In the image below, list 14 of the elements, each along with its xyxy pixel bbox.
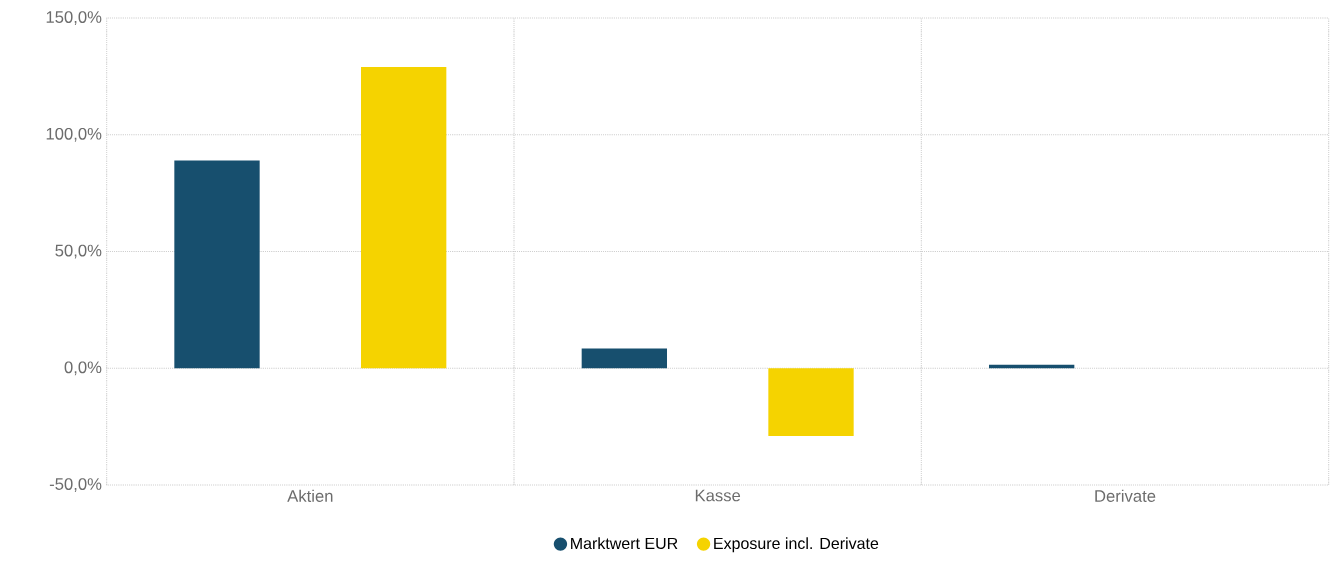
bar <box>174 160 260 369</box>
x-tick-label: Kasse <box>695 489 741 502</box>
legend-label: Exposure incl. Derivate <box>714 537 879 553</box>
bar <box>581 348 668 369</box>
y-tick-label: 150,0% <box>46 11 102 25</box>
y-tick-label: 50,0% <box>55 244 102 259</box>
y-tick-label: 100,0% <box>46 127 102 142</box>
bar <box>361 67 447 369</box>
x-tick-label: Derivate <box>1095 489 1156 502</box>
y-tick-label: -50,0% <box>49 478 102 492</box>
x-tick-label: Aktien <box>287 489 333 502</box>
legend-label: Marktwert EUR <box>571 537 678 550</box>
bar <box>768 368 854 436</box>
y-tick-label: 0,0% <box>64 361 102 376</box>
